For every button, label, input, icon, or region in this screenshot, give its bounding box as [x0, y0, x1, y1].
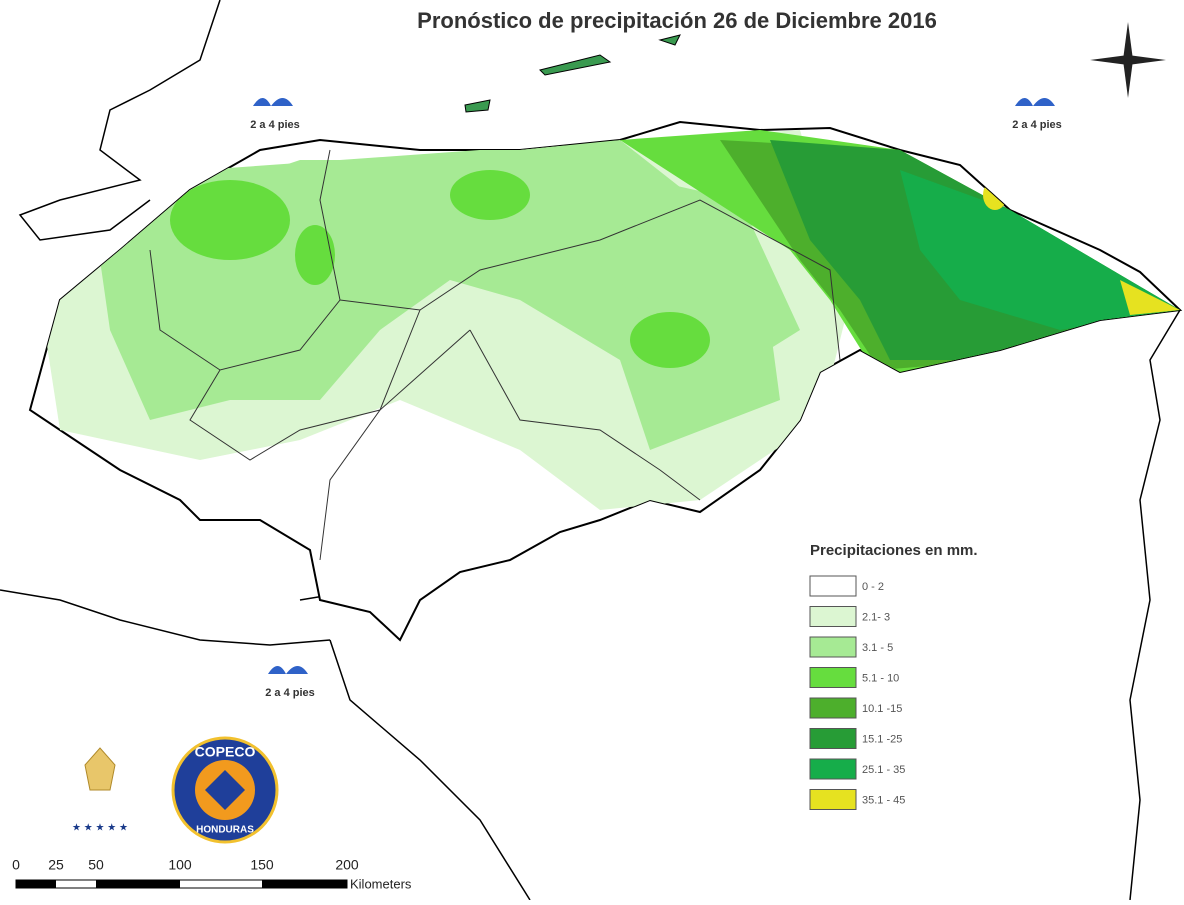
government-logo: ★ ★ ★ ★ ★: [72, 747, 128, 834]
scale-bar: 0 25 50 100 150 200 Kilometers: [12, 857, 412, 892]
legend-label: 3.1 - 5: [862, 642, 893, 654]
legend-swatch: [809, 667, 857, 688]
scale-segment: [96, 880, 180, 888]
wave-icon: [1015, 98, 1055, 106]
scale-segment: [262, 880, 347, 888]
scale-segment: [16, 880, 56, 888]
compass: [1090, 22, 1166, 98]
legend-swatch: [809, 575, 857, 597]
legend-label: 5.1 - 10: [862, 672, 899, 684]
precipitation-zones: [40, 130, 1180, 510]
scale-label: 25: [48, 857, 64, 873]
scale-unit: Kilometers: [350, 876, 412, 891]
scale-label: 50: [88, 857, 104, 873]
scale-label: 0: [12, 857, 20, 873]
legend-swatch: [809, 636, 857, 658]
legend-swatch: [809, 758, 857, 780]
scale-label: 200: [335, 857, 359, 873]
legend-label: 25.1 - 35: [862, 764, 905, 776]
svg-text:★ ★ ★ ★ ★: ★ ★ ★ ★ ★: [72, 823, 128, 834]
legend-label: 35.1 - 45: [862, 794, 905, 806]
legend-label: 10.1 -15: [862, 703, 902, 715]
legend-title: Precipitaciones en mm.: [810, 542, 978, 559]
legend: Precipitaciones en mm. 0 - 2 2.1- 3 3.1 - …: [809, 542, 978, 810]
legend-swatch: [809, 789, 857, 810]
scale-label: 150: [250, 857, 274, 873]
legend-swatch: [809, 697, 857, 719]
wave-markers: 2 a 4 pies 2 a 4 pies 2 a 4 pies: [250, 98, 1062, 699]
wave-label: 2 a 4 pies: [1012, 119, 1062, 131]
wave-icon: [268, 666, 308, 674]
copeco-logo: COPECO HONDURAS: [171, 736, 279, 844]
scale-label: 100: [168, 857, 192, 873]
legend-swatch: [809, 728, 857, 749]
wave-label: 2 a 4 pies: [265, 687, 315, 699]
wave-label: 2 a 4 pies: [250, 119, 300, 131]
copeco-name: COPECO: [195, 744, 256, 760]
legend-label: 15.1 -25: [862, 733, 902, 745]
legend-swatch: [809, 606, 857, 627]
department-borders: [149, 149, 841, 561]
map-title: Pronóstico de precipitación 26 de Diciem…: [417, 8, 937, 33]
wave-icon: [253, 98, 293, 106]
copeco-country: HONDURAS: [196, 825, 254, 836]
islands: [464, 34, 681, 113]
legend-label: 2.1- 3: [862, 611, 890, 623]
legend-label: 0 - 2: [862, 581, 884, 593]
